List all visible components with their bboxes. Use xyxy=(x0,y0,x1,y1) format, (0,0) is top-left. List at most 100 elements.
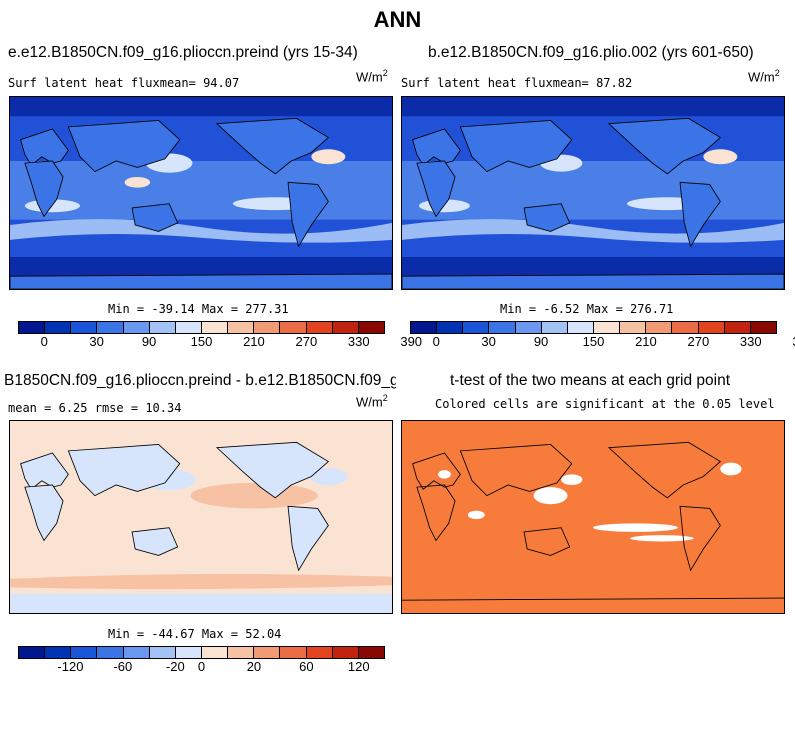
colorbar-swatch xyxy=(45,322,72,333)
panel3-colorbar xyxy=(18,646,385,659)
colorbar-tick-label: 270 xyxy=(687,334,710,349)
colorbar-swatch xyxy=(646,322,673,333)
africa xyxy=(416,160,456,218)
insignificant-patch xyxy=(593,523,678,532)
colorbar-swatch xyxy=(201,322,229,333)
panel3-mean-label: mean = xyxy=(8,401,52,415)
panel4-subtitle: Colored cells are significant at the 0.0… xyxy=(435,397,775,411)
panel2-map xyxy=(401,96,785,290)
continents xyxy=(402,441,784,601)
australia xyxy=(523,527,571,556)
colorbar-swatch xyxy=(620,322,647,333)
colorbar-swatch xyxy=(358,322,384,333)
colorbar-tick-label: 330 xyxy=(739,334,762,349)
colorbar-swatch xyxy=(175,322,202,333)
colorbar-swatch xyxy=(541,322,568,333)
colorbar-swatch xyxy=(45,647,72,658)
colorbar-swatch xyxy=(97,647,124,658)
colorbar-tick-label: 210 xyxy=(243,334,265,349)
colorbar-swatch xyxy=(71,322,98,333)
colorbar-tick-label: 30 xyxy=(89,334,104,349)
colorbar-swatch xyxy=(19,322,46,333)
antarctic-band xyxy=(10,593,392,613)
colorbar-swatch xyxy=(71,647,98,658)
figure-title: ANN xyxy=(373,7,422,32)
panel1-mean-value: 94.07 xyxy=(203,76,240,90)
antarctica xyxy=(402,597,784,601)
insignificant-patch xyxy=(438,470,451,479)
panel3-title: B1850CN.f09_g16.plioccn.preind - b.e12.B… xyxy=(4,372,396,389)
australia xyxy=(523,203,571,232)
panel2-stats: Min = -6.52 Max = 276.71 xyxy=(500,302,674,316)
panel1-map-svg xyxy=(10,97,392,289)
panel2-map-svg xyxy=(402,97,784,289)
colorbar-swatch xyxy=(228,647,255,658)
colorbar-swatch xyxy=(332,322,359,333)
colorbar-tick-label: 0 xyxy=(432,334,440,349)
tropical-band xyxy=(402,161,784,220)
panel2-title: b.e12.B1850CN.f09_g16.plio.002 (yrs 601-… xyxy=(428,44,754,61)
colorbar-swatch xyxy=(332,647,359,658)
insignificant-patch xyxy=(561,474,583,485)
colorbar-tick-label: 390 xyxy=(400,334,423,349)
north-america xyxy=(607,441,722,499)
colorbar-swatch xyxy=(280,647,307,658)
colorbar-swatch xyxy=(306,322,333,333)
australia xyxy=(131,203,179,232)
panel1-mean-label: mean= xyxy=(159,76,196,90)
gulf-stream-feature xyxy=(311,149,346,165)
colorbar-swatch xyxy=(123,647,150,658)
north-america xyxy=(607,117,722,175)
colorbar-tick-label: -60 xyxy=(113,659,133,674)
colorbar-swatch xyxy=(750,322,776,333)
panel3-map-svg xyxy=(10,421,392,613)
colorbar-swatch xyxy=(228,322,255,333)
panel4-title: t-test of the two means at each grid poi… xyxy=(450,372,731,389)
colorbar-swatch xyxy=(149,322,176,333)
arctic-band xyxy=(402,97,784,117)
panel4-map-svg xyxy=(402,421,784,613)
colorbar-swatch xyxy=(358,647,384,658)
south-america xyxy=(679,181,721,248)
asia xyxy=(67,120,181,173)
panel3-map xyxy=(9,420,393,614)
colorbar-swatch xyxy=(280,322,307,333)
colorbar-swatch xyxy=(489,322,516,333)
panel3-rmse-label: rmse = xyxy=(94,401,139,415)
asia xyxy=(459,120,573,173)
continents xyxy=(10,117,392,289)
colorbar-swatch xyxy=(411,322,438,333)
colorbar-tick-label: 210 xyxy=(635,334,657,349)
colorbar-swatch xyxy=(567,322,594,333)
colorbar-swatch xyxy=(672,322,699,333)
atlantic-cool xyxy=(309,467,348,485)
colorbar-swatch xyxy=(175,647,202,658)
significance-field xyxy=(402,421,784,613)
colorbar-tick-label: 150 xyxy=(190,334,213,349)
colorbar-swatch xyxy=(698,322,725,333)
panel3-units: W/m2 xyxy=(356,393,388,410)
colorbar-swatch xyxy=(201,647,229,658)
colorbar-swatch xyxy=(123,322,150,333)
colorbar-swatch xyxy=(254,322,281,333)
panel2-mean-line: Surf latent heat fluxmean= 87.82 xyxy=(401,76,632,90)
colorbar-tick-label: -20 xyxy=(165,659,185,674)
panel1-stats: Min = -39.14 Max = 277.31 xyxy=(108,302,289,316)
colorbar-tick-label: 60 xyxy=(299,659,314,674)
panel3-mean-line: mean = 6.25 rmse = 10.34 xyxy=(8,401,181,415)
north-america xyxy=(215,117,330,175)
panel2-colorbar-ticks: 0 30 90 150 210 270 330 390 xyxy=(410,334,795,350)
colorbar-swatch xyxy=(463,322,490,333)
colorbar-tick-label: 0 xyxy=(197,659,206,674)
arctic-band xyxy=(10,97,392,117)
warm-pool-feature xyxy=(124,177,151,188)
australia xyxy=(131,527,179,556)
panel3-mean-value: 6.25 xyxy=(58,401,88,415)
south-america xyxy=(679,505,721,572)
colorbar-tick-label: 20 xyxy=(246,659,262,674)
colorbar-swatch xyxy=(306,647,333,658)
panel2-mean-value: 87.82 xyxy=(596,76,633,90)
colorbar-swatch xyxy=(149,647,176,658)
panel1-variable-label: Surf latent heat flux xyxy=(8,76,160,90)
asia xyxy=(67,444,181,497)
